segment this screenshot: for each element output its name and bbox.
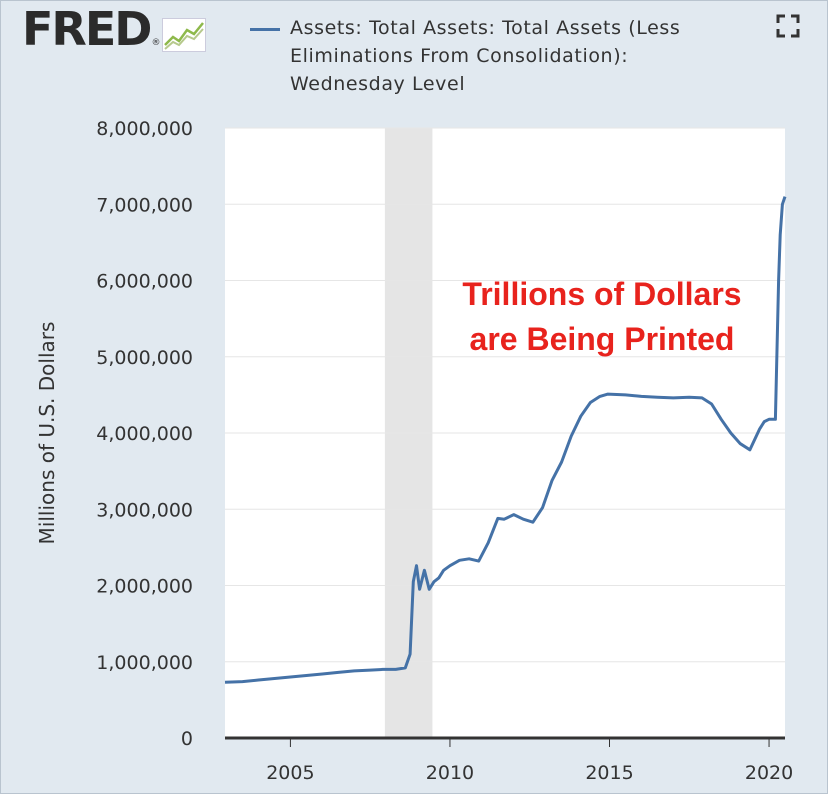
y-tick-label: 1,000,000 <box>96 652 193 674</box>
annotation-line-2: are Being Printed <box>470 321 735 357</box>
y-tick-label: 8,000,000 <box>96 118 193 140</box>
trend-graph-icon <box>162 18 207 52</box>
series-title: Assets: Total Assets: Total Assets (Less… <box>290 17 681 95</box>
logo-registered-mark: ® <box>151 38 161 48</box>
fullscreen-icon[interactable] <box>776 14 800 38</box>
y-tick-label: 7,000,000 <box>96 194 193 216</box>
x-tick-label: 2005 <box>266 762 314 784</box>
y-tick-label: 4,000,000 <box>96 423 193 445</box>
series-line <box>224 196 787 684</box>
legend-series-line <box>250 28 280 31</box>
x-tick-label: 2010 <box>426 762 474 784</box>
fred-logo[interactable]: FRED ® <box>22 2 207 56</box>
y-tick-label: 0 <box>181 728 193 750</box>
x-tick-label: 2020 <box>745 762 793 784</box>
annotation-line-1: Trillions of Dollars <box>462 276 741 312</box>
y-axis-label: Millions of U.S. Dollars <box>35 322 59 545</box>
logo-text: FRED <box>22 2 152 56</box>
y-tick-label: 5,000,000 <box>96 347 193 369</box>
y-tick-label: 6,000,000 <box>96 271 193 293</box>
x-tick-label: 2015 <box>585 762 633 784</box>
y-tick-label: 3,000,000 <box>96 499 193 521</box>
y-tick-label: 2,000,000 <box>96 576 193 598</box>
